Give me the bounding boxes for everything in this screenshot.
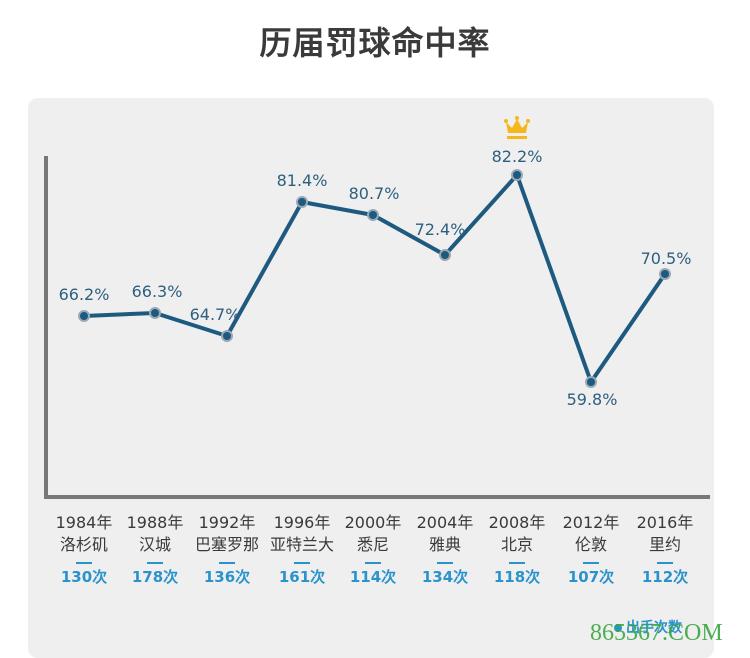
chart-title: 历届罚球命中率 (259, 24, 491, 62)
value-label: 59.8% (567, 390, 618, 409)
dash-icon (76, 562, 92, 564)
city-label: 里约 (648, 535, 681, 554)
value-label: 66.3% (132, 282, 183, 301)
city-label: 伦敦 (574, 535, 607, 554)
city-label: 亚特兰大 (269, 535, 334, 554)
dash-icon (657, 562, 673, 564)
data-point (659, 268, 671, 280)
x-category: 2004年雅典 134次 (405, 512, 485, 586)
legend: 出手次数 (614, 617, 682, 637)
dash-icon (294, 562, 310, 564)
x-category: 1988年汉城 178次 (115, 512, 195, 586)
x-category: 1984年洛杉矶 130次 (44, 512, 124, 586)
data-point (78, 310, 90, 322)
watermark: 865367.COM (590, 620, 723, 646)
rate-line (83, 173, 667, 384)
attempt-count: 134次 (421, 568, 469, 586)
year-label: 2012年 (562, 513, 620, 532)
city-label: 巴塞罗那 (194, 535, 259, 554)
year-label: 1984年 (55, 513, 113, 532)
data-point (585, 376, 597, 388)
attempt-count: 178次 (131, 568, 179, 586)
chart-panel (28, 98, 714, 658)
year-label: 2016年 (636, 513, 694, 532)
x-category: 2016年里约 112次 (625, 512, 705, 586)
city-label: 悉尼 (356, 535, 389, 554)
data-point (367, 209, 379, 221)
value-label: 66.2% (59, 285, 110, 304)
dash-icon (219, 562, 235, 564)
x-category: 1996年亚特兰大 161次 (262, 512, 342, 586)
dash-icon (147, 562, 163, 564)
attempt-count: 112次 (641, 568, 689, 586)
legend-label: 出手次数 (626, 620, 682, 636)
data-point (439, 249, 451, 261)
value-label: 81.4% (277, 171, 328, 190)
attempt-count: 107次 (567, 568, 615, 586)
attempt-count: 136次 (203, 568, 251, 586)
x-category: 2012年伦敦 107次 (551, 512, 631, 586)
value-label: 64.7% (190, 305, 241, 324)
dash-icon (509, 562, 525, 564)
year-label: 2004年 (416, 513, 474, 532)
city-label: 汉城 (138, 535, 171, 554)
crown-icon (504, 116, 530, 139)
year-label: 2000年 (344, 513, 402, 532)
data-point (221, 330, 233, 342)
attempt-count: 161次 (278, 568, 326, 586)
attempt-count: 130次 (60, 568, 108, 586)
year-label: 1996年 (273, 513, 331, 532)
city-label: 洛杉矶 (59, 535, 108, 554)
attempt-count: 118次 (493, 568, 541, 586)
data-points: 66.2% 66.3% 64.7% 81.4% 80.7% 72.4% 82.2% 59.8%… (59, 147, 692, 409)
attempt-count: 114次 (349, 568, 397, 586)
year-label: 1988年 (126, 513, 184, 532)
value-label: 70.5% (641, 249, 692, 268)
city-label: 雅典 (428, 535, 461, 554)
city-label: 北京 (500, 535, 533, 554)
legend-dot-icon (614, 624, 622, 632)
x-category: 1992年巴塞罗那 136次 (187, 512, 267, 586)
data-point (511, 169, 523, 181)
x-category: 2000年悉尼 114次 (333, 512, 413, 586)
dash-icon (583, 562, 599, 564)
dash-icon (437, 562, 453, 564)
data-point (296, 196, 308, 208)
year-label: 2008年 (488, 513, 546, 532)
value-label: 80.7% (349, 184, 400, 203)
value-label: 82.2% (492, 147, 543, 166)
year-label: 1992年 (198, 513, 256, 532)
x-category: 2008年北京 118次 (477, 512, 557, 586)
data-point (149, 307, 161, 319)
value-label: 72.4% (415, 220, 466, 239)
dash-icon (365, 562, 381, 564)
